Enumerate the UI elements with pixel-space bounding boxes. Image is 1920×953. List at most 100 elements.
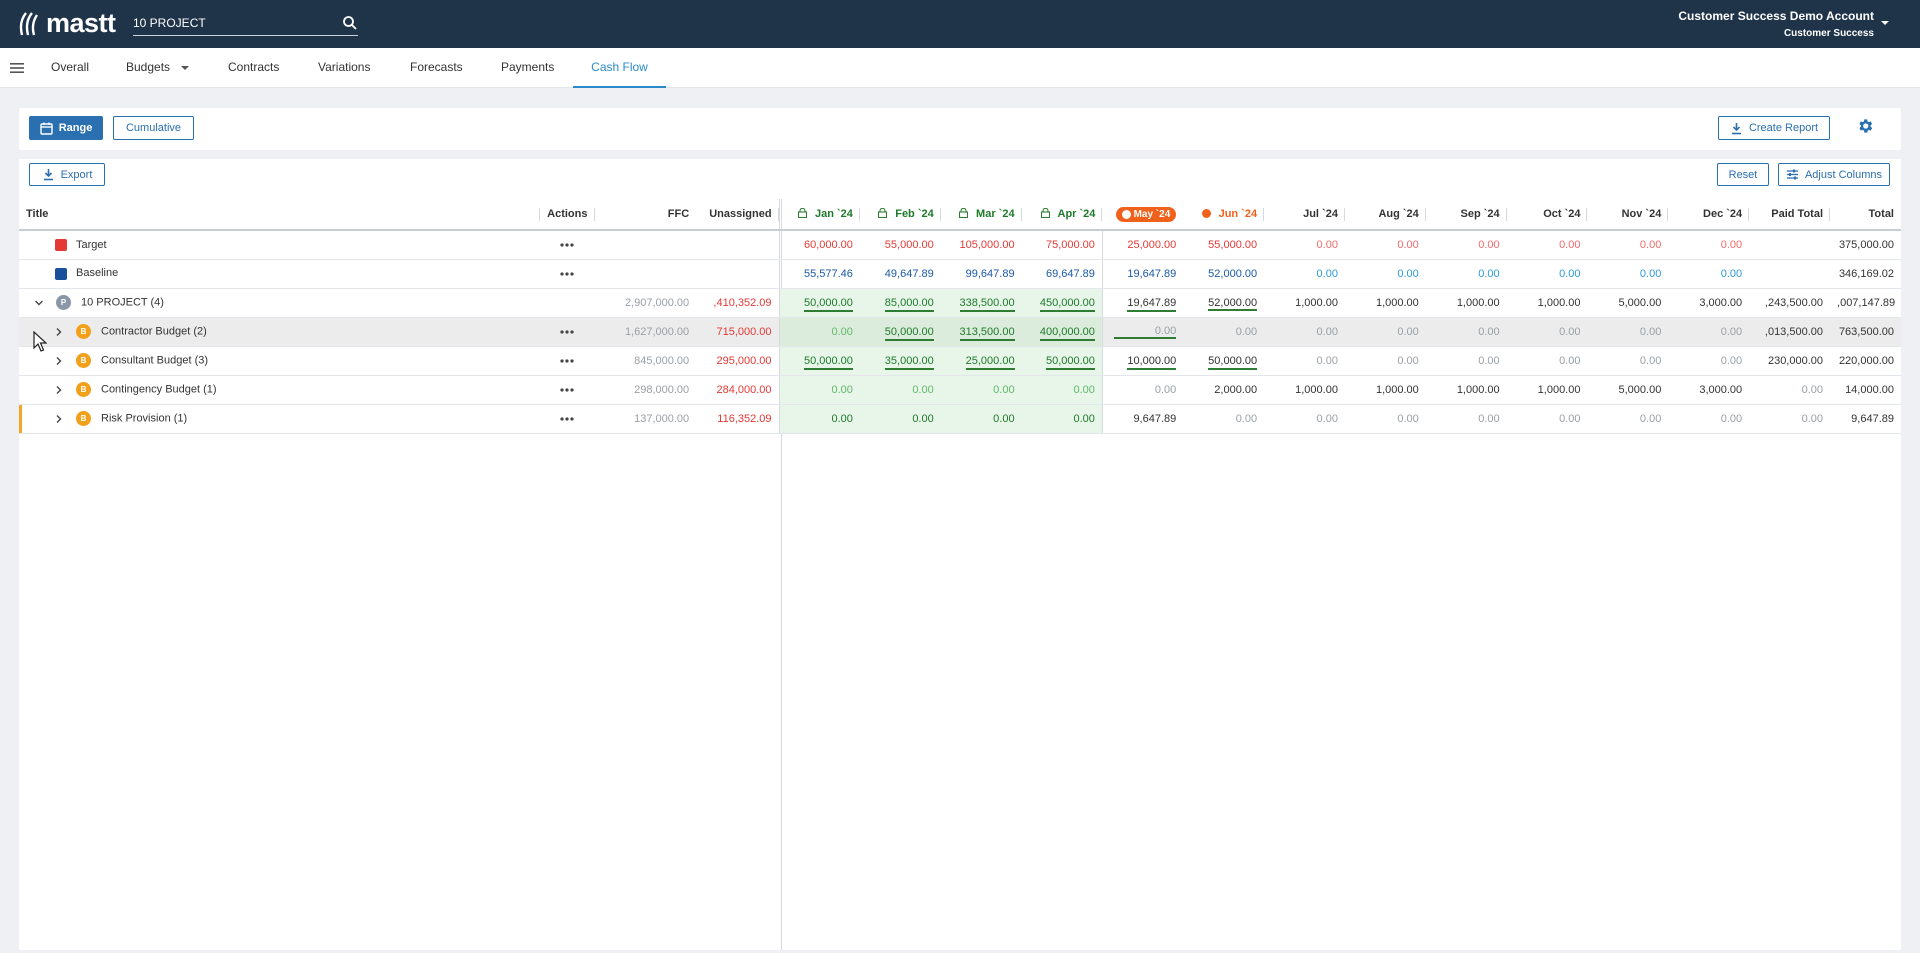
month-cell[interactable]: 450,000.00 [1021, 288, 1103, 318]
month-cell[interactable]: 0.00 [1101, 375, 1184, 405]
column-separator[interactable] [939, 208, 941, 221]
chevron-right-icon[interactable] [54, 385, 64, 395]
column-separator[interactable] [538, 208, 540, 221]
month-cell[interactable]: 0.00 [859, 375, 941, 405]
more-icon[interactable] [560, 243, 574, 247]
month-cell[interactable]: 60,000.00 [778, 230, 860, 260]
header-month-apr[interactable]: Apr `24 [1021, 199, 1103, 231]
column-separator[interactable] [1343, 208, 1345, 221]
month-cell[interactable]: 3,000.00 [1668, 288, 1750, 318]
month-cell[interactable]: 0.00 [1425, 404, 1507, 434]
month-cell[interactable]: 1,000.00 [1344, 375, 1426, 405]
month-cell[interactable]: 1,000.00 [1506, 375, 1588, 405]
column-separator[interactable] [777, 208, 779, 221]
cumulative-button[interactable]: Cumulative [113, 116, 194, 140]
header-total[interactable]: Total [1830, 199, 1901, 231]
header-month-aug[interactable]: Aug `24 [1344, 199, 1426, 231]
header-month-jun[interactable]: Jun `24 [1183, 199, 1265, 231]
month-cell[interactable]: 313,500.00 [940, 317, 1022, 347]
month-cell[interactable]: 400,000.00 [1021, 317, 1103, 347]
month-cell[interactable]: 50,000.00 [778, 346, 860, 376]
chevron-right-icon[interactable] [54, 356, 64, 366]
month-cell[interactable]: 0.00 [1183, 404, 1265, 434]
month-cell[interactable]: 1,000.00 [1425, 375, 1507, 405]
month-cell[interactable]: 0.00 [1021, 404, 1103, 434]
account-menu[interactable]: Customer Success Demo Account Customer S… [1678, 8, 1874, 42]
tab-budgets[interactable]: Budgets [126, 48, 190, 88]
month-cell[interactable]: 10,000.00 [1101, 346, 1184, 376]
month-cell[interactable]: 105,000.00 [940, 230, 1022, 260]
export-button[interactable]: Export [29, 163, 105, 186]
header-month-jul[interactable]: Jul `24 [1264, 199, 1345, 231]
column-separator[interactable] [1667, 208, 1669, 221]
month-cell[interactable]: 55,000.00 [1183, 230, 1265, 260]
month-cell[interactable]: 0.00 [1506, 404, 1588, 434]
range-button[interactable]: Range [29, 116, 103, 140]
month-cell[interactable]: 0.00 [1425, 346, 1507, 376]
row-title-label[interactable]: 10 PROJECT [81, 296, 148, 309]
more-icon[interactable] [560, 329, 574, 334]
month-cell[interactable]: 0.00 [940, 404, 1022, 434]
month-cell[interactable]: 1,000.00 [1425, 288, 1507, 318]
month-cell[interactable]: 0.00 [1587, 259, 1669, 289]
month-cell[interactable]: 0.00 [1425, 317, 1507, 347]
column-separator[interactable] [1101, 208, 1103, 221]
month-cell[interactable]: 0.00 [1587, 317, 1669, 347]
month-cell[interactable]: 19,647.89 [1101, 259, 1184, 289]
column-separator[interactable] [1020, 208, 1022, 221]
month-cell[interactable]: 49,647.89 [859, 259, 941, 289]
more-icon[interactable] [560, 416, 574, 421]
row-title-label[interactable]: Contractor Budget [101, 325, 191, 338]
month-cell[interactable]: 1,000.00 [1344, 288, 1426, 318]
month-cell[interactable]: 0.00 [778, 317, 860, 347]
month-cell[interactable]: 5,000.00 [1587, 375, 1669, 405]
month-cell[interactable]: 0.00 [1668, 259, 1750, 289]
month-cell[interactable]: 0.00 [1264, 230, 1345, 260]
tab-contracts[interactable]: Contracts [228, 60, 280, 74]
month-cell[interactable]: 0.00 [1344, 259, 1426, 289]
header-month-nov[interactable]: Nov `24 [1587, 199, 1669, 231]
column-separator[interactable] [1263, 208, 1265, 221]
month-cell[interactable]: 0.00 [1506, 259, 1588, 289]
month-cell[interactable]: 85,000.00 [859, 288, 941, 318]
month-cell[interactable]: 5,000.00 [1587, 288, 1669, 318]
month-cell[interactable]: 0.00 [1344, 346, 1426, 376]
more-icon[interactable] [560, 271, 574, 276]
month-cell[interactable]: 0.00 [1587, 404, 1669, 434]
month-cell[interactable]: 0.00 [1587, 230, 1669, 260]
month-cell[interactable]: 0.00 [1021, 375, 1103, 405]
gear-icon[interactable] [1856, 117, 1874, 135]
project-search[interactable] [133, 10, 358, 36]
column-separator[interactable] [1748, 208, 1750, 221]
menu-icon[interactable] [9, 60, 25, 76]
more-icon[interactable] [560, 387, 574, 392]
month-cell[interactable]: 50,000.00 [1183, 346, 1265, 376]
month-cell[interactable]: 55,577.46 [778, 259, 860, 289]
month-cell[interactable]: 0.00 [1425, 259, 1507, 289]
chevron-down-icon[interactable] [34, 298, 44, 308]
month-cell[interactable]: 55,000.00 [859, 230, 941, 260]
month-cell[interactable]: 50,000.00 [859, 317, 941, 347]
adjust-columns-button[interactable]: Adjust Columns [1778, 163, 1890, 186]
header-month-sep[interactable]: Sep `24 [1425, 199, 1507, 231]
month-cell[interactable]: 0.00 [1101, 317, 1184, 347]
header-unassigned[interactable]: Unassigned [696, 199, 780, 231]
month-cell[interactable]: 9,647.89 [1101, 404, 1184, 434]
month-cell[interactable]: 0.00 [1587, 346, 1669, 376]
chevron-right-icon[interactable] [54, 414, 64, 424]
tab-variations[interactable]: Variations [318, 60, 371, 74]
month-cell[interactable]: 0.00 [1668, 230, 1750, 260]
chevron-right-icon[interactable] [54, 327, 64, 337]
create-report-button[interactable]: Create Report [1718, 116, 1830, 140]
header-month-oct[interactable]: Oct `24 [1506, 199, 1588, 231]
month-cell[interactable]: 0.00 [1506, 317, 1588, 347]
month-cell[interactable]: 0.00 [1344, 230, 1426, 260]
header-month-may[interactable]: May `24 [1102, 199, 1184, 231]
row-title-label[interactable]: Consultant Budget [101, 354, 192, 367]
search-input[interactable] [133, 15, 323, 30]
month-cell[interactable]: 0.00 [1344, 317, 1426, 347]
month-cell[interactable]: 1,000.00 [1264, 375, 1345, 405]
column-separator[interactable] [1505, 208, 1507, 221]
month-cell[interactable]: 75,000.00 [1021, 230, 1103, 260]
month-cell[interactable]: 0.00 [1264, 259, 1345, 289]
